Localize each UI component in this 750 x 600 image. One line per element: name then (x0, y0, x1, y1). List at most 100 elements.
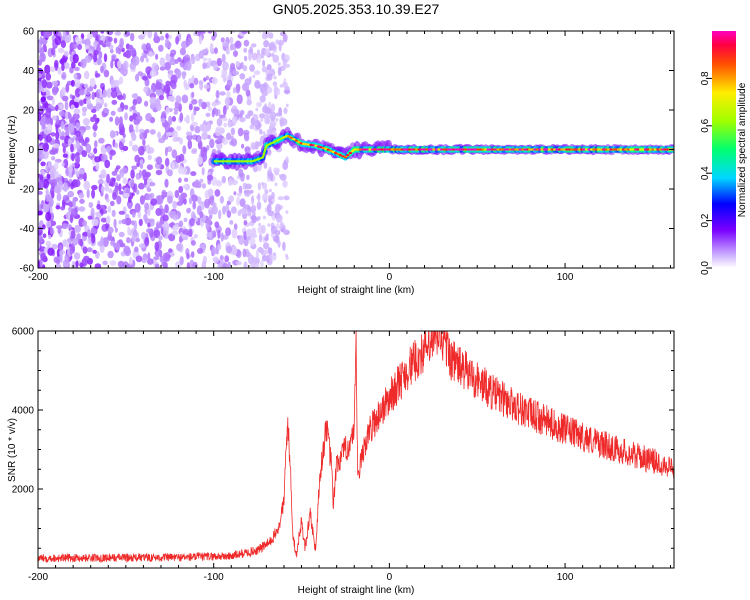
noise-speckle (39, 135, 43, 141)
signal-peak (319, 146, 323, 149)
noise-speckle (91, 218, 99, 226)
noise-speckle (220, 37, 225, 43)
noise-speckle (74, 88, 81, 98)
noise-speckle (63, 158, 69, 169)
noise-speckle (78, 99, 84, 107)
noise-speckle (102, 108, 110, 113)
noise-speckle (61, 86, 66, 97)
noise-speckle (48, 234, 52, 240)
noise-speckle (132, 98, 138, 106)
noise-speckle (128, 257, 133, 266)
colorbar-ticks: 0.0 0.2 0.4 0.6 0.8 (700, 71, 712, 275)
signal-peak (557, 148, 562, 151)
noise-speckle (165, 38, 170, 45)
noise-speckle (82, 117, 90, 126)
noise-speckle (143, 178, 148, 186)
noise-speckle (262, 215, 266, 220)
noise-speckle (91, 233, 96, 244)
noise-speckle (83, 83, 89, 89)
noise-speckle (187, 37, 193, 45)
noise-speckle (179, 256, 184, 266)
noise-speckle (241, 31, 248, 35)
noise-speckle (240, 61, 244, 69)
signal-peak (331, 150, 335, 153)
noise-speckle (215, 90, 220, 99)
noise-speckle (282, 58, 288, 65)
noise-speckle (275, 118, 279, 122)
noise-speckle (144, 237, 150, 247)
noise-speckle (172, 200, 177, 210)
noise-speckle (264, 48, 270, 57)
signal-peak (607, 148, 611, 151)
noise-speckle (117, 107, 122, 113)
signal-peak (619, 148, 623, 151)
signal-peak (422, 148, 426, 151)
signal-peak (530, 148, 535, 151)
x-tick-label: -100 (204, 272, 224, 283)
signal-peak (538, 148, 542, 151)
noise-speckle (128, 140, 133, 147)
noise-speckle (77, 173, 85, 179)
y-tick-label: 20 (23, 106, 35, 117)
noise-speckle (168, 233, 176, 242)
signal-peak (368, 148, 372, 151)
noise-speckle (108, 188, 113, 194)
noise-speckle (263, 113, 270, 122)
noise-speckle (244, 133, 250, 142)
noise-speckle (149, 129, 156, 135)
noise-speckle (64, 253, 70, 263)
noise-speckle (269, 120, 277, 127)
signal-peak (289, 136, 293, 139)
noise-speckle (72, 197, 76, 207)
noise-speckle (226, 132, 232, 141)
noise-speckle (214, 47, 218, 54)
noise-speckle (282, 63, 286, 67)
noise-speckle (205, 112, 211, 118)
noise-speckle (79, 262, 84, 268)
noise-speckle (71, 260, 76, 268)
signal-peak (521, 148, 525, 151)
y-tick-label: 4000 (12, 406, 35, 417)
noise-speckle (201, 167, 205, 176)
noise-speckle (203, 84, 210, 89)
noise-speckle (178, 194, 184, 203)
noise-speckle (261, 55, 265, 59)
noise-speckle (167, 195, 173, 204)
noise-speckle (158, 221, 163, 229)
noise-speckle (245, 251, 252, 257)
noise-speckle (192, 200, 196, 210)
noise-speckle (222, 105, 227, 116)
noise-speckle (86, 87, 91, 96)
signal-peak (311, 144, 316, 147)
noise-speckle (217, 135, 223, 142)
noise-speckle (138, 128, 145, 134)
noise-speckle (259, 95, 266, 103)
noise-speckle (134, 237, 141, 243)
noise-speckle (170, 74, 178, 84)
noise-speckle (38, 205, 41, 212)
noise-speckle (284, 63, 291, 68)
noise-speckle (229, 36, 234, 44)
noise-speckle (42, 264, 46, 268)
noise-speckle (109, 177, 116, 187)
noise-speckle (107, 231, 113, 241)
noise-speckle (165, 33, 169, 39)
signal-peak (353, 148, 357, 151)
noise-speckle (183, 198, 187, 205)
signal-peak (503, 148, 507, 151)
noise-speckle (84, 55, 92, 63)
noise-speckle (70, 143, 74, 153)
noise-speckle (190, 171, 197, 177)
signal-peak (484, 148, 488, 151)
noise-speckle (107, 226, 114, 234)
colorbar-tick-label: 0.8 (700, 71, 711, 85)
y-tick-label: -40 (20, 224, 35, 235)
noise-speckle (84, 38, 91, 48)
noise-speckle (199, 211, 204, 219)
signal-peak (410, 148, 414, 151)
noise-speckle (131, 192, 135, 197)
signal-peak (348, 151, 352, 155)
signal-peak (518, 148, 522, 151)
noise-speckle (161, 134, 169, 140)
noise-speckle (260, 260, 264, 268)
